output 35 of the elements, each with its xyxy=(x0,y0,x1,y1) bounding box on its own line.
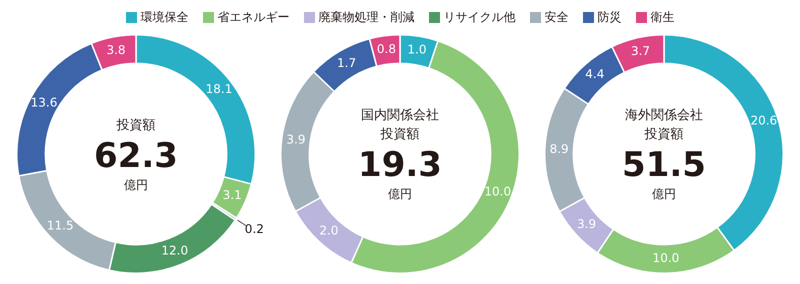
text: 億円 xyxy=(124,176,148,192)
data-label: 8.9 xyxy=(550,142,569,156)
text: 海外関係会社投資額 xyxy=(624,107,704,144)
legend-label: リサイクル他 xyxy=(444,8,516,26)
text: 62.3 xyxy=(94,134,178,176)
legend-label: 廃棄物処理・削減 xyxy=(318,8,414,26)
data-label: 10.0 xyxy=(652,251,680,266)
data-label: 2.0 xyxy=(319,223,338,238)
legend-label: 省エネルギー xyxy=(218,8,290,26)
data-label: 0.2 xyxy=(244,222,264,236)
data-label: 3.9 xyxy=(577,216,596,231)
data-label: 18.1 xyxy=(206,82,232,96)
data-label: 3.1 xyxy=(222,188,242,202)
text: 19.3 xyxy=(358,144,442,186)
data-label: 0.8 xyxy=(376,42,396,56)
data-label: 3.8 xyxy=(106,43,126,58)
data-label: 12.0 xyxy=(161,244,188,258)
data-label: 4.4 xyxy=(585,67,604,82)
legend-label: 環境保全 xyxy=(140,8,188,26)
data-label: 13.6 xyxy=(30,96,58,110)
text: 億円 xyxy=(388,186,412,202)
text: 51.5 xyxy=(622,144,706,186)
legend-label: 安全 xyxy=(544,8,568,26)
data-label: 11.5 xyxy=(46,218,74,233)
data-label: 3.9 xyxy=(286,132,306,147)
data-label: 20.6 xyxy=(750,114,778,128)
legend-label: 衛生 xyxy=(650,8,674,26)
data-label: 3.7 xyxy=(630,44,650,58)
data-label: 1.7 xyxy=(337,56,356,70)
data-label: 1.0 xyxy=(407,42,426,57)
legend-label: 防災 xyxy=(598,8,622,26)
text: 投資額 xyxy=(116,116,156,134)
text: 国内関係会社投資額 xyxy=(360,107,440,144)
text: 億円 xyxy=(652,186,676,202)
data-label: 10.0 xyxy=(484,184,512,198)
